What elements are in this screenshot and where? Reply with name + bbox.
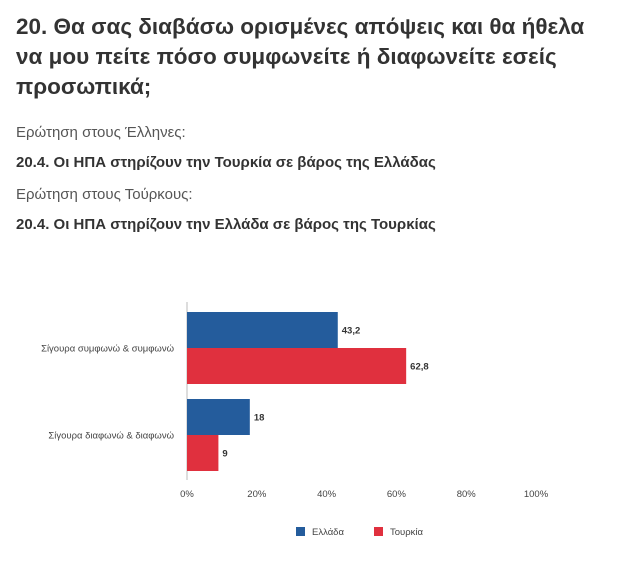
data-label-greece-2: 18 [254, 413, 265, 424]
bar-greece-1 [187, 312, 338, 348]
bar-turkey-2 [187, 435, 219, 471]
bar-turkey-1 [187, 348, 407, 384]
legend-label-turkey: Τουρκία [390, 527, 424, 538]
data-label-greece-1: 43,2 [342, 326, 361, 337]
greek-question-label: Ερώτηση στους Έλληνες: [16, 124, 186, 141]
x-tick-label: 0% [180, 489, 194, 500]
legend-label-greece: Ελλάδα [312, 527, 344, 538]
x-tick-label: 100% [524, 489, 549, 500]
x-tick-label: 20% [247, 489, 267, 500]
bar-greece-2 [187, 399, 250, 435]
question-title: 20. Θα σας διαβάσω ορισμένες απόψεις και… [16, 14, 585, 99]
greek-question-text: 20.4. Οι ΗΠΑ στηρίζουν την Τουρκία σε βά… [16, 154, 436, 171]
legend-swatch-turkey [374, 527, 383, 536]
data-label-turkey-2: 9 [222, 449, 227, 460]
turkish-question-text: 20.4. Οι ΗΠΑ στηρίζουν την Ελλάδα σε βάρ… [16, 216, 436, 233]
legend-swatch-greece [296, 527, 305, 536]
x-tick-label: 80% [457, 489, 477, 500]
x-tick-label: 60% [387, 489, 407, 500]
data-label-turkey-1: 62,8 [410, 362, 429, 373]
category-label-2: Σίγουρα διαφωνώ & διαφωνώ [48, 431, 174, 442]
turkish-question-label: Ερώτηση στους Τούρκους: [16, 186, 193, 203]
x-tick-label: 40% [317, 489, 337, 500]
category-label-1: Σίγουρα συμφωνώ & συμφωνώ [41, 344, 174, 355]
